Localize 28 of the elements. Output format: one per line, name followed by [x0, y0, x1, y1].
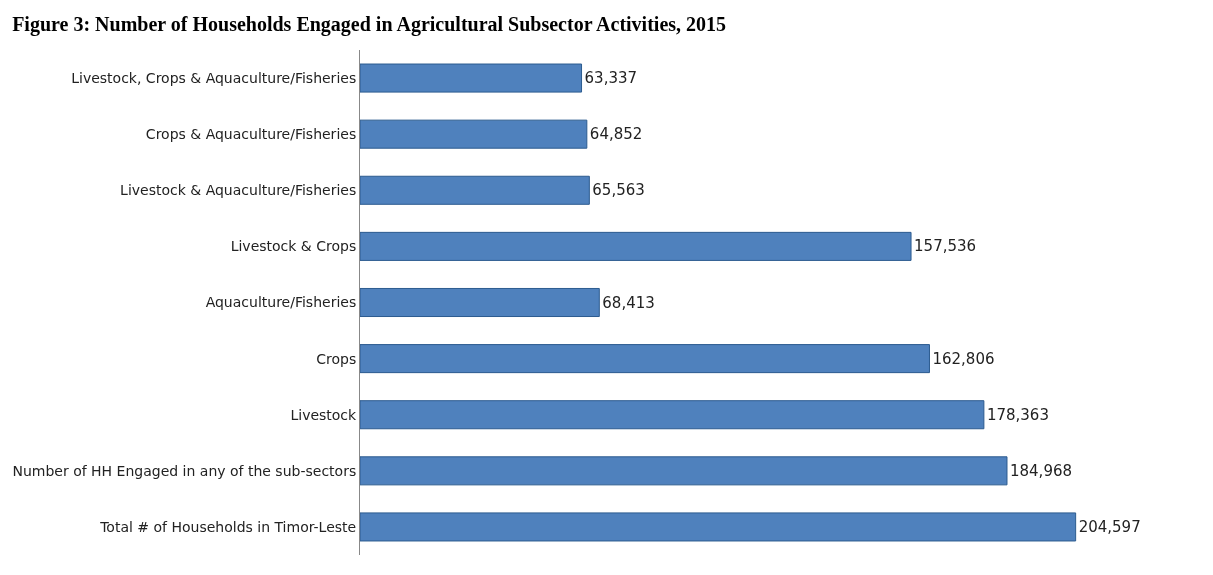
chart-title: Figure 3: Number of Households Engaged in Agricultural Subsector Activities, 2015 — [12, 13, 727, 37]
data-label: 157,536 — [914, 237, 977, 256]
data-label: 204,597 — [1078, 517, 1141, 536]
y-tick-label: Aquaculture/Fisheries — [205, 294, 357, 311]
data-label: 65,563 — [592, 181, 645, 200]
bar — [360, 63, 583, 93]
data-label: 184,968 — [1009, 461, 1073, 480]
y-tick-label: Number of HH Engaged in any of the sub-sectors — [12, 462, 357, 479]
y-tick-label: Livestock & Aquaculture/Fisheries — [120, 182, 357, 199]
bar — [360, 400, 985, 430]
y-tick-label: Total # of Households in Timor-Leste — [99, 518, 357, 535]
data-label: 178,363 — [986, 405, 1049, 424]
y-tick-label: Crops — [316, 350, 357, 367]
y-tick-label: Crops & Aquaculture/Fisheries — [145, 126, 357, 143]
bar — [360, 231, 912, 261]
bar — [360, 287, 600, 318]
bar — [360, 456, 1008, 486]
y-tick-label: Livestock — [290, 406, 358, 423]
data-label: 64,852 — [589, 125, 643, 144]
bar — [360, 512, 1077, 542]
bar — [360, 175, 590, 205]
bar — [360, 119, 588, 149]
data-label: 63,337 — [584, 69, 638, 88]
bar — [360, 344, 930, 374]
y-tick-label: Livestock & Crops — [230, 238, 357, 255]
y-tick-label: Livestock, Crops & Aquaculture/Fisheries — [71, 69, 357, 86]
data-label: 162,806 — [932, 349, 995, 368]
data-label: 68,413 — [602, 293, 655, 312]
